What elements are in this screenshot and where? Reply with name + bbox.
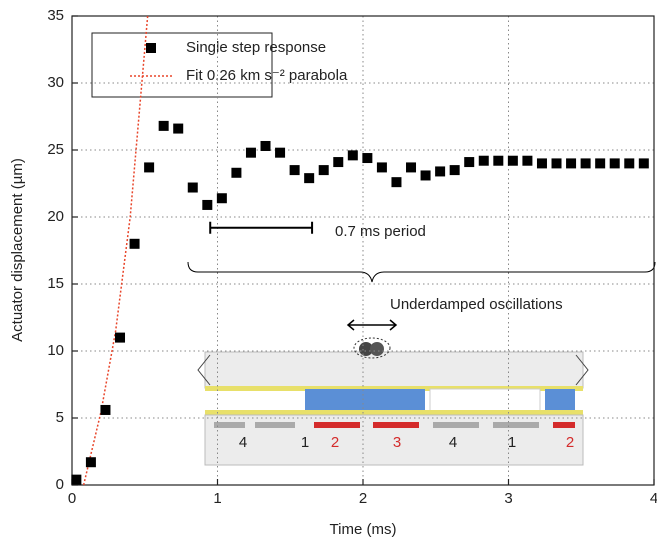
electrode	[553, 422, 575, 428]
data-point	[493, 155, 504, 166]
electrode	[373, 422, 419, 428]
electrode	[214, 422, 245, 428]
y-tick-label: 30	[47, 74, 64, 91]
y-tick-label: 25	[47, 141, 64, 158]
data-point	[536, 158, 547, 169]
data-point	[478, 155, 489, 166]
data-point	[202, 199, 213, 210]
data-point	[85, 457, 96, 468]
y-tick-label: 10	[47, 342, 64, 359]
data-point	[275, 147, 286, 158]
data-point	[551, 158, 562, 169]
legend-label: Fit 0.26 km s⁻² parabola	[186, 67, 348, 84]
data-point	[187, 182, 198, 193]
y-tick-label: 20	[47, 208, 64, 225]
data-point	[216, 193, 227, 204]
annotation: 0.7 ms period	[335, 223, 426, 240]
electrode-layer	[205, 386, 583, 391]
data-point	[304, 173, 315, 184]
data-point	[507, 155, 518, 166]
liquid	[305, 389, 425, 411]
electrode-label: 4	[449, 434, 457, 451]
electrode	[433, 422, 479, 428]
electrode	[255, 422, 295, 428]
x-tick-label: 1	[213, 490, 221, 507]
data-point	[566, 158, 577, 169]
y-tick-label: 15	[47, 275, 64, 292]
data-point	[100, 404, 111, 415]
liquid	[545, 389, 575, 411]
x-tick-label: 0	[68, 490, 76, 507]
data-point	[522, 155, 533, 166]
data-point	[638, 158, 649, 169]
data-point	[115, 332, 126, 343]
y-tick-label: 5	[56, 409, 64, 426]
x-tick-label: 2	[359, 490, 367, 507]
data-point	[318, 165, 329, 176]
x-tick-label: 3	[504, 490, 512, 507]
data-point	[595, 158, 606, 169]
electrode-label: 3	[393, 434, 401, 451]
electrode-layer	[205, 410, 583, 415]
legend-marker	[146, 43, 156, 53]
data-point	[347, 150, 358, 161]
y-axis-label: Actuator displacement (µm)	[9, 158, 26, 342]
actuator-diagram	[197, 319, 589, 466]
electrode	[314, 422, 360, 428]
data-point	[71, 474, 82, 485]
data-point	[231, 167, 242, 178]
electrode-label: 1	[508, 434, 516, 451]
data-point	[464, 157, 475, 168]
data-point	[333, 157, 344, 168]
data-point	[376, 162, 387, 173]
data-point	[129, 238, 140, 249]
break-marks	[197, 354, 589, 386]
legend	[91, 32, 273, 98]
annotation: Underdamped oscillations	[390, 296, 563, 313]
data-point	[260, 140, 271, 151]
motion-arrow	[346, 319, 398, 331]
data-point	[420, 170, 431, 181]
mirror	[370, 342, 384, 356]
gap	[429, 388, 541, 412]
electrode-label: 2	[331, 434, 339, 451]
y-tick-label: 35	[47, 7, 64, 24]
mirror	[353, 337, 391, 359]
data-point	[449, 165, 460, 176]
x-axis-label: Time (ms)	[330, 521, 397, 538]
electrode-label: 1	[301, 434, 309, 451]
y-tick-label: 0	[56, 476, 64, 493]
data-point	[609, 158, 620, 169]
data-point	[435, 166, 446, 177]
electrode-label: 4	[239, 434, 247, 451]
diagram-labels: 4 1 2 3 4 1 2	[239, 434, 574, 451]
data-point	[406, 162, 417, 173]
data-point	[580, 158, 591, 169]
plot-frame	[71, 15, 655, 486]
fit-line	[82, 15, 149, 486]
electrode-label: 2	[566, 434, 574, 451]
data-point	[289, 165, 300, 176]
data-point	[144, 162, 155, 173]
top-plate	[204, 351, 584, 389]
brace	[187, 261, 656, 283]
legend-label: Single step response	[186, 39, 326, 56]
x-tick-label: 4	[650, 490, 657, 507]
electrode	[493, 422, 539, 428]
data-point	[173, 123, 184, 134]
data-point	[391, 177, 402, 188]
data-point	[245, 147, 256, 158]
data-point	[158, 120, 169, 131]
data-point	[362, 153, 373, 164]
data-point	[624, 158, 635, 169]
period-bar	[209, 221, 314, 234]
